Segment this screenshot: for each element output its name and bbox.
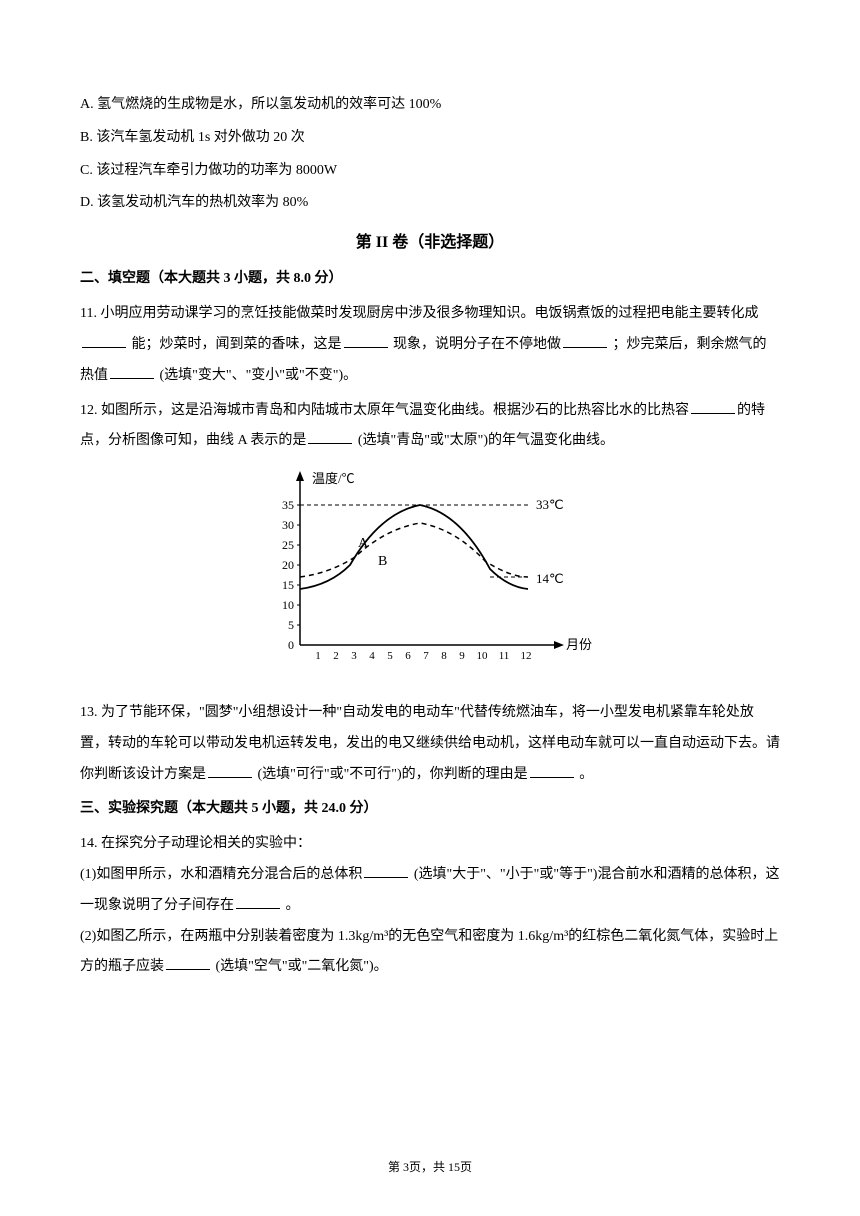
q13-text: (选填"可行"或"不可行")的，你判断的理由是 [254,767,528,782]
section-title: 第 II 卷（非选择题） [80,225,780,260]
option-a: A. 氢气燃烧的生成物是水，所以氢发动机的效率可达 100% [80,90,780,121]
blank [82,334,126,348]
y-ticks: 0 5 10 15 20 25 30 35 [282,498,300,652]
svg-text:30: 30 [282,518,294,532]
page-footer: 第 3页，共 15页 [0,1154,860,1180]
q14-head: 14. 在探究分子动理论相关的实验中： [80,829,780,860]
q11-text: 11. 小明应用劳动课学习的烹饪技能做菜时发现厨房中涉及很多物理知识。电饭锅煮饭… [80,306,758,321]
q14-p2: (选填"空气"或"二氧化氮")。 [212,959,388,974]
x-label: 月份 [566,637,592,652]
question-13: 13. 为了节能环保，"圆梦"小组想设计一种"自动发电的电动车"代替传统燃油车，… [80,698,780,790]
svg-text:5: 5 [387,650,393,662]
blank [530,764,574,778]
svg-text:3: 3 [351,650,357,662]
temperature-chart: 温度/℃ 月份 0 5 10 15 20 25 30 35 123 456 78… [80,465,780,678]
svg-text:20: 20 [282,558,294,572]
y-label: 温度/℃ [312,471,355,486]
annot-bottom: 14℃ [536,571,564,586]
question-11: 11. 小明应用劳动课学习的烹饪技能做菜时发现厨房中涉及很多物理知识。电饭锅煮饭… [80,299,780,391]
q14-p1: 。 [282,898,300,913]
svg-text:8: 8 [441,650,447,662]
label-a: A [358,536,369,551]
blank [364,864,408,878]
svg-text:12: 12 [521,650,532,662]
y-arrow [296,471,304,481]
blank [691,400,735,414]
svg-text:1: 1 [315,650,321,662]
svg-text:10: 10 [477,650,489,662]
blank [236,895,280,909]
svg-text:2: 2 [333,650,339,662]
q11-text: (选填"变大"、"变小"或"不变")。 [156,368,357,383]
blank [563,334,607,348]
svg-text:5: 5 [288,618,294,632]
label-b: B [378,554,387,569]
option-b: B. 该汽车氢发动机 1s 对外做功 20 次 [80,123,780,154]
blank [110,365,154,379]
x-arrow [554,641,564,649]
curve-b [300,523,528,577]
svg-text:35: 35 [282,498,294,512]
x-ticks: 123 456 789 101112 [315,650,531,662]
svg-text:10: 10 [282,598,294,612]
svg-text:9: 9 [459,650,465,662]
subsection2-title: 二、填空题（本大题共 3 小题，共 8.0 分） [80,264,780,295]
option-c: C. 该过程汽车牵引力做功的功率为 8000W [80,156,780,187]
question-12: 12. 如图所示，这是沿海城市青岛和内陆城市太原年气温变化曲线。根据沙石的比热容… [80,396,780,458]
q14-p1: (1)如图甲所示，水和酒精充分混合后的总体积 [80,867,362,882]
svg-text:11: 11 [499,650,510,662]
blank [308,430,352,444]
curve-a [300,505,528,589]
svg-text:0: 0 [288,638,294,652]
annot-top: 33℃ [536,497,564,512]
option-d: D. 该氢发动机汽车的热机效率为 80% [80,188,780,219]
svg-text:6: 6 [405,650,411,662]
svg-text:15: 15 [282,578,294,592]
svg-text:25: 25 [282,538,294,552]
blank [208,764,252,778]
q12-text: 12. 如图所示，这是沿海城市青岛和内陆城市太原年气温变化曲线。根据沙石的比热容… [80,403,689,418]
blank [344,334,388,348]
q11-text: 能；炒菜时，闻到菜的香味，这是 [128,337,342,352]
question-14: 14. 在探究分子动理论相关的实验中： (1)如图甲所示，水和酒精充分混合后的总… [80,829,780,983]
blank [166,956,210,970]
q13-text: 。 [576,767,594,782]
svg-text:7: 7 [423,650,429,662]
subsection3-title: 三、实验探究题（本大题共 5 小题，共 24.0 分） [80,794,780,825]
q12-text: (选填"青岛"或"太原")的年气温变化曲线。 [354,433,614,448]
svg-text:4: 4 [369,650,375,662]
q11-text: 现象，说明分子在不停地做 [390,337,562,352]
